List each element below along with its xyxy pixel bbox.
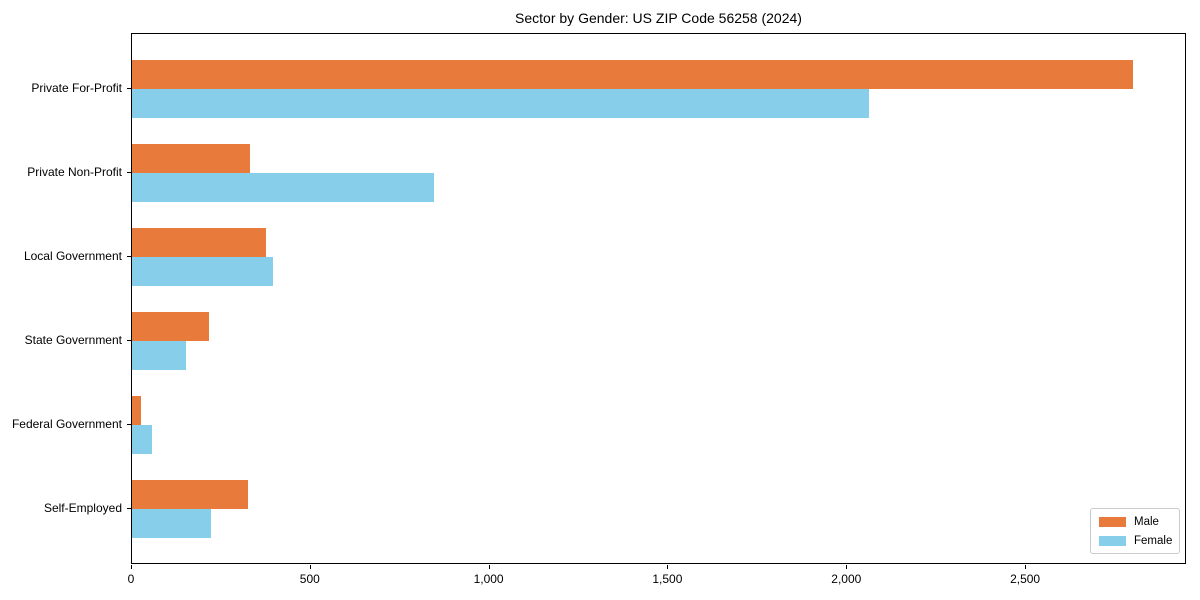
y-axis-label-private-non-profit: Private Non-Profit (27, 165, 122, 179)
legend-item-female: Female (1099, 534, 1173, 547)
x-axis-label-1-000: 1,000 (473, 572, 504, 586)
legend-label-female: Female (1134, 534, 1173, 547)
plot-area (131, 33, 1186, 564)
x-axis-label-1-500: 1,500 (652, 572, 683, 586)
bar-self-employed-female (132, 509, 211, 538)
x-tick-mark (667, 565, 669, 569)
chart-title: Sector by Gender: US ZIP Code 56258 (202… (515, 10, 802, 26)
x-axis-label-2-500: 2,500 (1010, 572, 1041, 586)
x-tick-mark (1025, 565, 1027, 569)
y-tick-mark (127, 508, 131, 509)
legend-item-male: Male (1099, 516, 1171, 528)
legend-swatch-male (1099, 516, 1126, 527)
y-tick-mark (127, 256, 131, 257)
x-tick-mark (488, 565, 490, 569)
y-axis-label-federal-government: Federal Government (11, 417, 122, 431)
y-tick-mark (127, 340, 131, 341)
x-axis-label-2-000: 2,000 (831, 572, 862, 586)
bar-local-government-female (132, 257, 274, 286)
bar-federal-government-female (132, 425, 152, 454)
bar-local-government-male (132, 228, 267, 257)
y-axis-label-self-employed: Self-Employed (43, 501, 122, 515)
legend-swatch-female (1099, 535, 1126, 546)
y-axis-label-state-government: State Government (24, 333, 122, 347)
x-axis-label-0: 0 (127, 572, 135, 586)
x-tick-mark (309, 565, 311, 569)
bar-private-for-profit-male (132, 60, 1134, 89)
bar-state-government-female (132, 341, 186, 370)
y-tick-mark (127, 172, 131, 173)
bar-private-non-profit-female (132, 173, 435, 202)
y-axis-label-private-for-profit: Private For-Profit (31, 81, 122, 95)
legend: Male Female (1090, 508, 1180, 554)
bar-private-non-profit-male (132, 144, 250, 173)
bar-private-for-profit-female (132, 89, 869, 118)
bar-self-employed-male (132, 480, 249, 509)
y-tick-mark (127, 88, 131, 89)
y-axis-label-local-government: Local Government (23, 249, 122, 263)
bar-state-government-male (132, 312, 209, 341)
y-tick-mark (127, 424, 131, 425)
x-tick-mark (131, 565, 132, 569)
x-axis-label-500: 500 (299, 572, 320, 586)
x-tick-mark (846, 565, 848, 569)
bar-federal-government-male (132, 396, 141, 425)
legend-label-male: Male (1134, 515, 1159, 528)
